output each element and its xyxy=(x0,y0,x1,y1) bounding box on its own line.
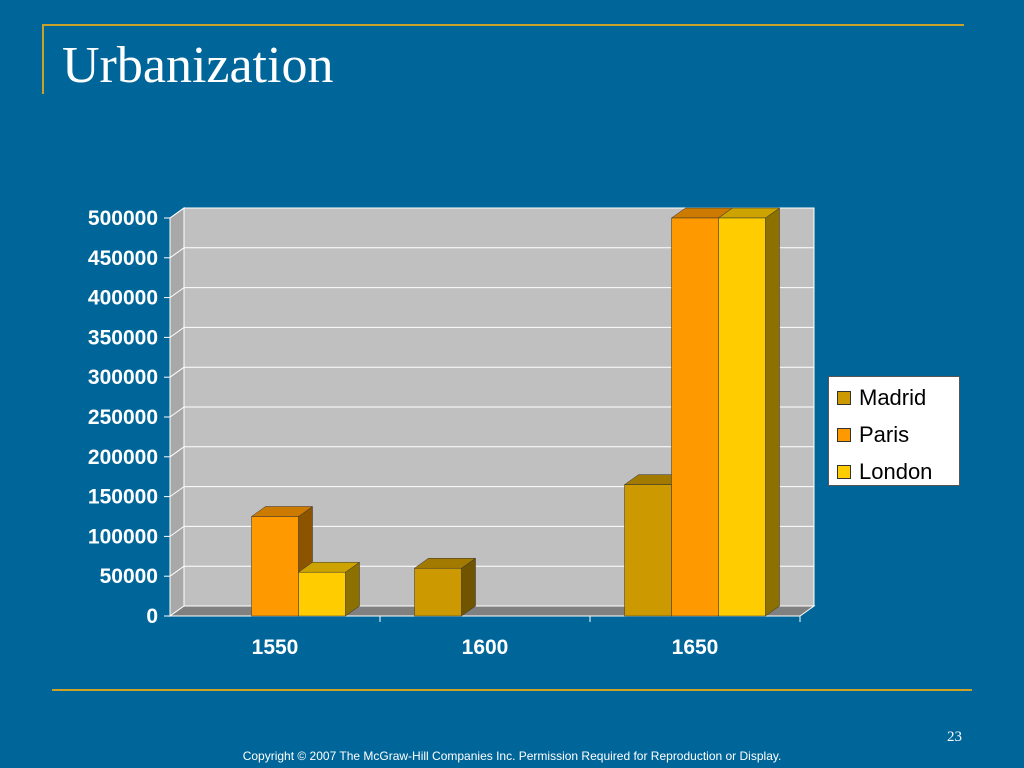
gridline-side xyxy=(169,486,185,498)
bar-london-1650-side xyxy=(765,207,780,617)
bar-london-1650 xyxy=(718,217,766,617)
y-tick-label: 500000 xyxy=(88,207,158,230)
chart-legend: Madrid Paris London xyxy=(828,376,960,486)
gridline-side xyxy=(169,287,185,299)
bottom-frame-line xyxy=(52,689,972,691)
legend-label-madrid: Madrid xyxy=(859,385,927,410)
bar-london-1550 xyxy=(298,571,346,617)
gridline-side xyxy=(169,366,185,378)
y-tick-label: 0 xyxy=(146,605,158,628)
gridline-side xyxy=(169,247,185,259)
gridline-side xyxy=(169,525,185,537)
x-tick-label: 1650 xyxy=(672,636,719,659)
legend-label-paris: Paris xyxy=(859,422,910,447)
bar-paris-1650 xyxy=(671,217,719,617)
y-tick-label: 350000 xyxy=(88,326,158,349)
slide-title: Urbanization xyxy=(62,37,334,94)
copyright-notice: Copyright © 2007 The McGraw-Hill Compani… xyxy=(242,749,782,763)
legend-item-madrid: Madrid xyxy=(837,385,926,411)
legend-item-paris: Paris xyxy=(837,422,909,448)
y-tick-label: 300000 xyxy=(88,366,158,389)
legend-swatch-london xyxy=(837,465,851,479)
left-frame-line xyxy=(42,24,44,94)
gridline-side xyxy=(169,326,185,338)
gridline-side xyxy=(169,207,185,219)
y-tick-label: 400000 xyxy=(88,287,158,310)
y-tick-label: 200000 xyxy=(88,446,158,469)
x-tick-label: 1550 xyxy=(252,636,299,659)
y-tick-label: 50000 xyxy=(100,565,158,588)
top-frame-line xyxy=(42,24,964,26)
legend-swatch-paris xyxy=(837,428,851,442)
gridline-side xyxy=(169,565,185,577)
legend-swatch-madrid xyxy=(837,391,851,405)
bar-paris-1550 xyxy=(251,516,299,617)
legend-item-london: London xyxy=(837,459,932,485)
x-tick-label: 1600 xyxy=(462,636,509,659)
page-number: 23 xyxy=(947,729,962,745)
bar-madrid-1600 xyxy=(414,567,462,617)
y-tick-label: 150000 xyxy=(88,486,158,509)
y-tick-label: 450000 xyxy=(88,247,158,270)
y-tick-label: 250000 xyxy=(88,406,158,429)
y-tick-label: 100000 xyxy=(88,525,158,548)
gridline-side xyxy=(169,406,185,418)
legend-label-london: London xyxy=(859,459,933,484)
bar-madrid-1650 xyxy=(624,484,672,617)
gridline-side xyxy=(169,446,185,458)
